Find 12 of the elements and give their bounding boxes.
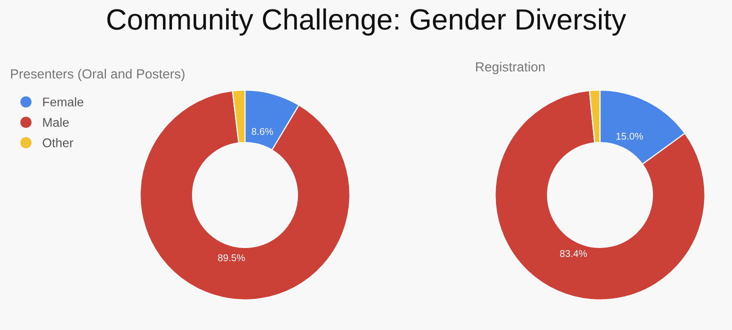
legend-label: Female: [43, 97, 84, 106]
chart-subtitle: Registration: [476, 62, 545, 74]
data-label: 89.5%: [218, 254, 245, 262]
data-label: 8.6%: [252, 128, 274, 135]
data-label: 15.0%: [616, 132, 643, 140]
data-label: 83.4%: [560, 250, 587, 257]
chart-subtitle: Presenters (Oral and Posters): [11, 68, 184, 82]
legend-label: Other: [42, 138, 74, 148]
legend-label: Male: [43, 118, 69, 127]
chart-title: Community Challenge: Gender Diversity: [107, 8, 626, 36]
donut-slice: [494, 90, 706, 300]
donut-slice: [140, 90, 350, 300]
